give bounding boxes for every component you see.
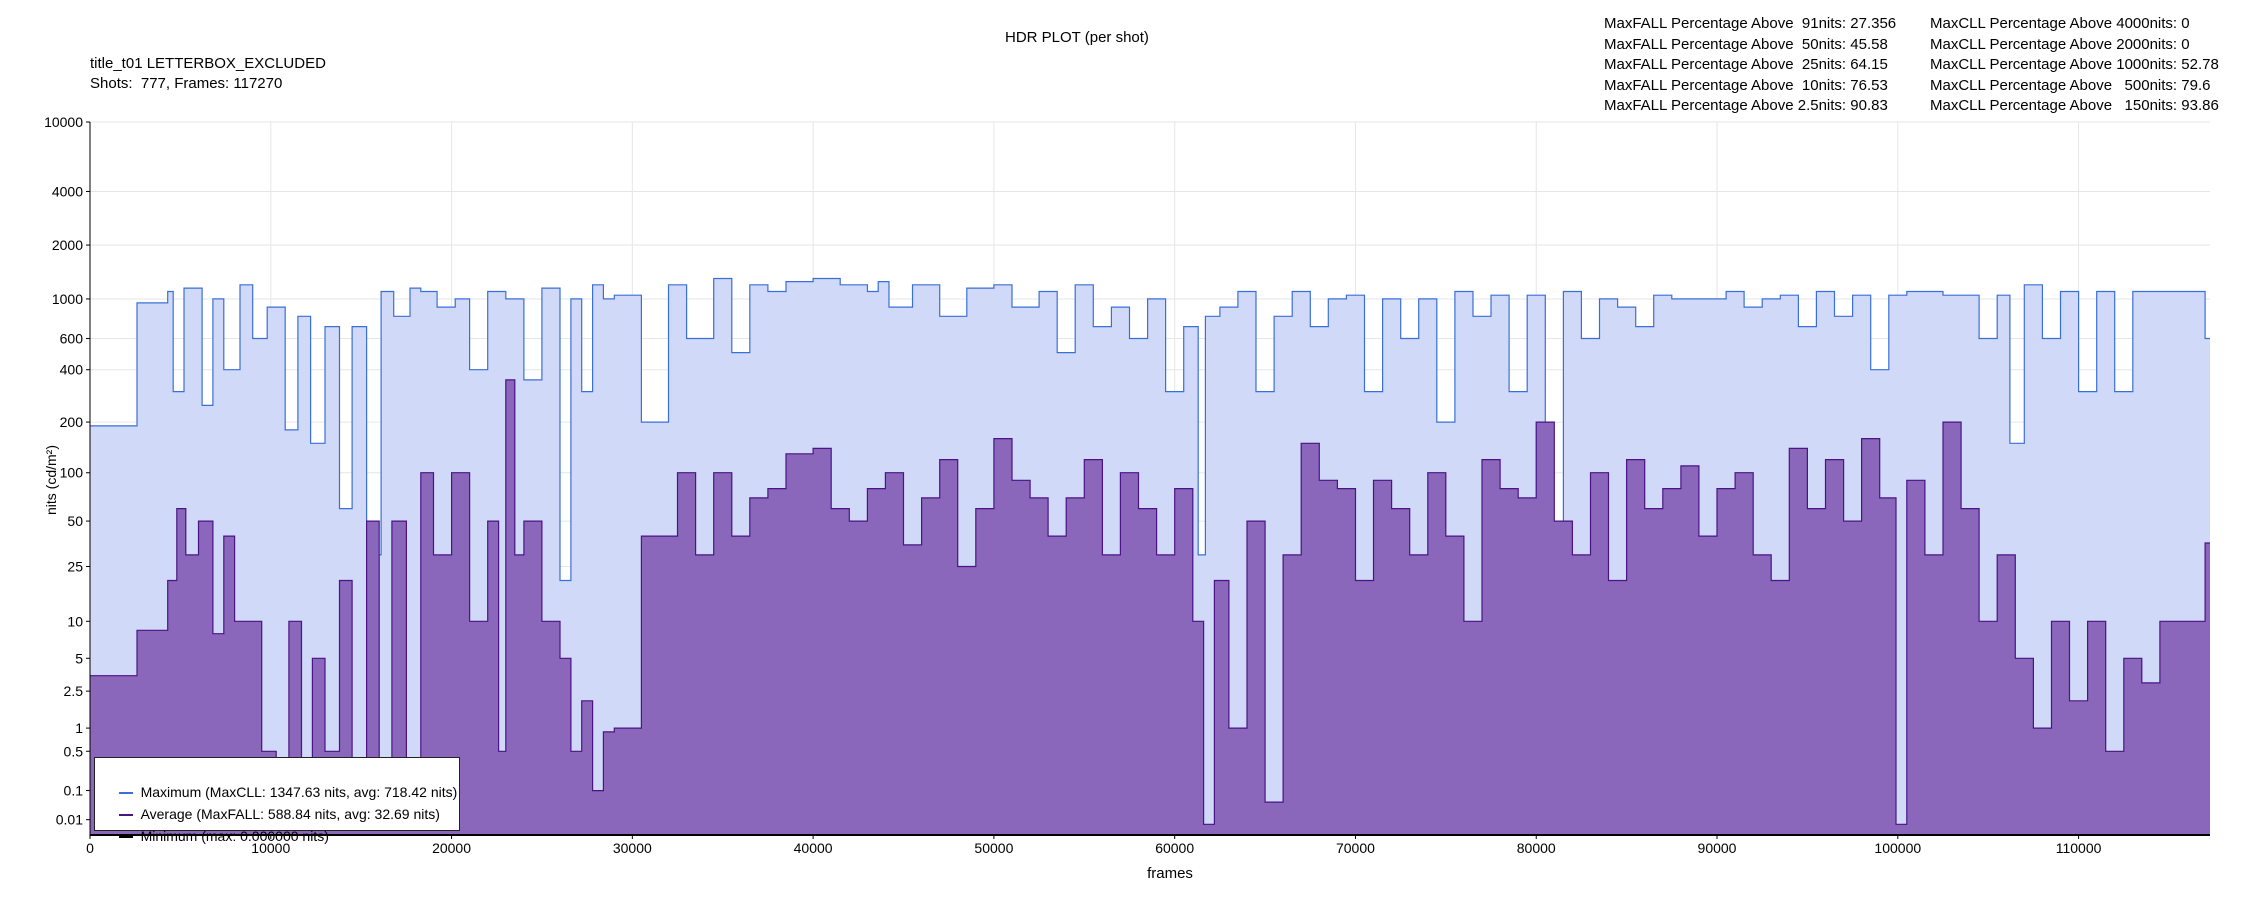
legend-swatch-maximum: [118, 792, 133, 795]
y-tick-label: 10000: [44, 114, 83, 130]
x-tick-label: 100000: [1874, 840, 1921, 856]
chart-legend: Maximum (MaxCLL: 1347.63 nits, avg: 718.…: [94, 757, 460, 844]
legend-swatch-average: [118, 814, 133, 817]
legend-swatch-minimum: [118, 836, 133, 839]
x-tick-label: 30000: [613, 840, 652, 856]
y-tick-label: 5: [75, 650, 83, 666]
maximum-series-line: [90, 277, 2210, 582]
maxfall-stat: MaxFALL Percentage Above 10nits: 76.53: [1604, 76, 1888, 94]
legend-label-maximum: Maximum (MaxCLL: 1347.63 nits, avg: 718.…: [140, 784, 458, 800]
maxfall-stat: MaxFALL Percentage Above 91nits: 27.356: [1604, 15, 1897, 32]
maxfall-stat: MaxFALL Percentage Above 2.5nits: 90.83: [1604, 97, 1888, 114]
x-tick-label: 40000: [794, 840, 833, 856]
maxcll-stat: MaxCLL Percentage Above 2000nits: 0: [1930, 35, 2190, 53]
y-tick-label: 400: [60, 362, 84, 378]
legend-label-average: Average (MaxFALL: 588.84 nits, avg: 32.6…: [140, 806, 440, 822]
maxcll-stat: MaxCLL Percentage Above 150nits: 93.86: [1930, 97, 2219, 114]
x-tick-label: 70000: [1336, 840, 1375, 856]
maxfall-stat: MaxFALL Percentage Above 25nits: 64.15: [1604, 56, 1888, 73]
maxfall-stat: MaxFALL Percentage Above 50nits: 45.58: [1604, 35, 1888, 53]
y-tick-label: 25: [67, 559, 83, 575]
y-tick-labels: 0.01 0.1 0.5 1 2.5 5 10 25 50 100 200 400 600 1000 200…: [44, 114, 90, 828]
average-series-area: [90, 379, 2210, 835]
legend-item-average: Average (MaxFALL: 588.84 nits, avg: 32.6…: [103, 784, 440, 822]
chart-title: HDR PLOT (per shot): [1005, 29, 1149, 46]
y-tick-label: 0.1: [64, 783, 84, 799]
y-tick-label: 2.5: [64, 683, 84, 699]
x-tick-label: 20000: [432, 840, 471, 856]
maxcll-stat: MaxCLL Percentage Above 4000nits: 0: [1930, 15, 2190, 32]
subtitle-stats: Shots: 777, Frames: 117270: [90, 75, 283, 92]
maxfall-stats: MaxFALL Percentage Above 91nits: 27.356 …: [1604, 14, 1896, 117]
x-tick-label: 110000: [2056, 840, 2102, 856]
y-tick-label: 0.5: [64, 743, 84, 759]
maxcll-stats: MaxCLL Percentage Above 4000nits: 0 MaxC…: [1930, 14, 2219, 117]
x-tick-label: 50000: [974, 840, 1013, 856]
x-tick-label: 0: [86, 840, 94, 856]
y-tick-label: 100: [60, 465, 84, 481]
y-tick-label: 600: [60, 331, 84, 347]
x-tick-labels: 0 10000 20000 30000 40000 50000 60000 70000 8000…: [86, 835, 2102, 856]
legend-item-maximum: Maximum (MaxCLL: 1347.63 nits, avg: 718.…: [103, 762, 457, 800]
y-tick-label: 1000: [52, 291, 83, 307]
legend-label-minimum: Minimum (max: 0.000000 nits): [140, 828, 329, 844]
axes: [89, 122, 2210, 836]
y-tick-label: 2000: [52, 237, 83, 253]
y-tick-label: 200: [60, 414, 84, 430]
y-tick-label: 10: [67, 613, 83, 629]
maxcll-stat: MaxCLL Percentage Above 500nits: 79.6: [1930, 76, 2211, 94]
y-axis-label: nits (cd/m²): [43, 445, 59, 515]
legend-item-minimum: Minimum (max: 0.000000 nits): [103, 806, 329, 844]
maxcll-stat: MaxCLL Percentage Above 1000nits: 52.78: [1930, 56, 2219, 73]
y-tick-label: 1: [75, 720, 83, 736]
x-tick-label: 10000: [251, 840, 290, 856]
x-tick-label: 90000: [1698, 840, 1737, 856]
y-tick-label: 50: [67, 513, 83, 529]
x-axis-label: frames: [1147, 865, 1193, 882]
x-tick-label: 60000: [1155, 840, 1194, 856]
y-tick-label: 4000: [52, 183, 83, 199]
x-tick-label: 80000: [1517, 840, 1556, 856]
y-tick-label: 0.01: [56, 812, 83, 828]
subtitle-title: title_t01 LETTERBOX_EXCLUDED: [90, 55, 326, 72]
